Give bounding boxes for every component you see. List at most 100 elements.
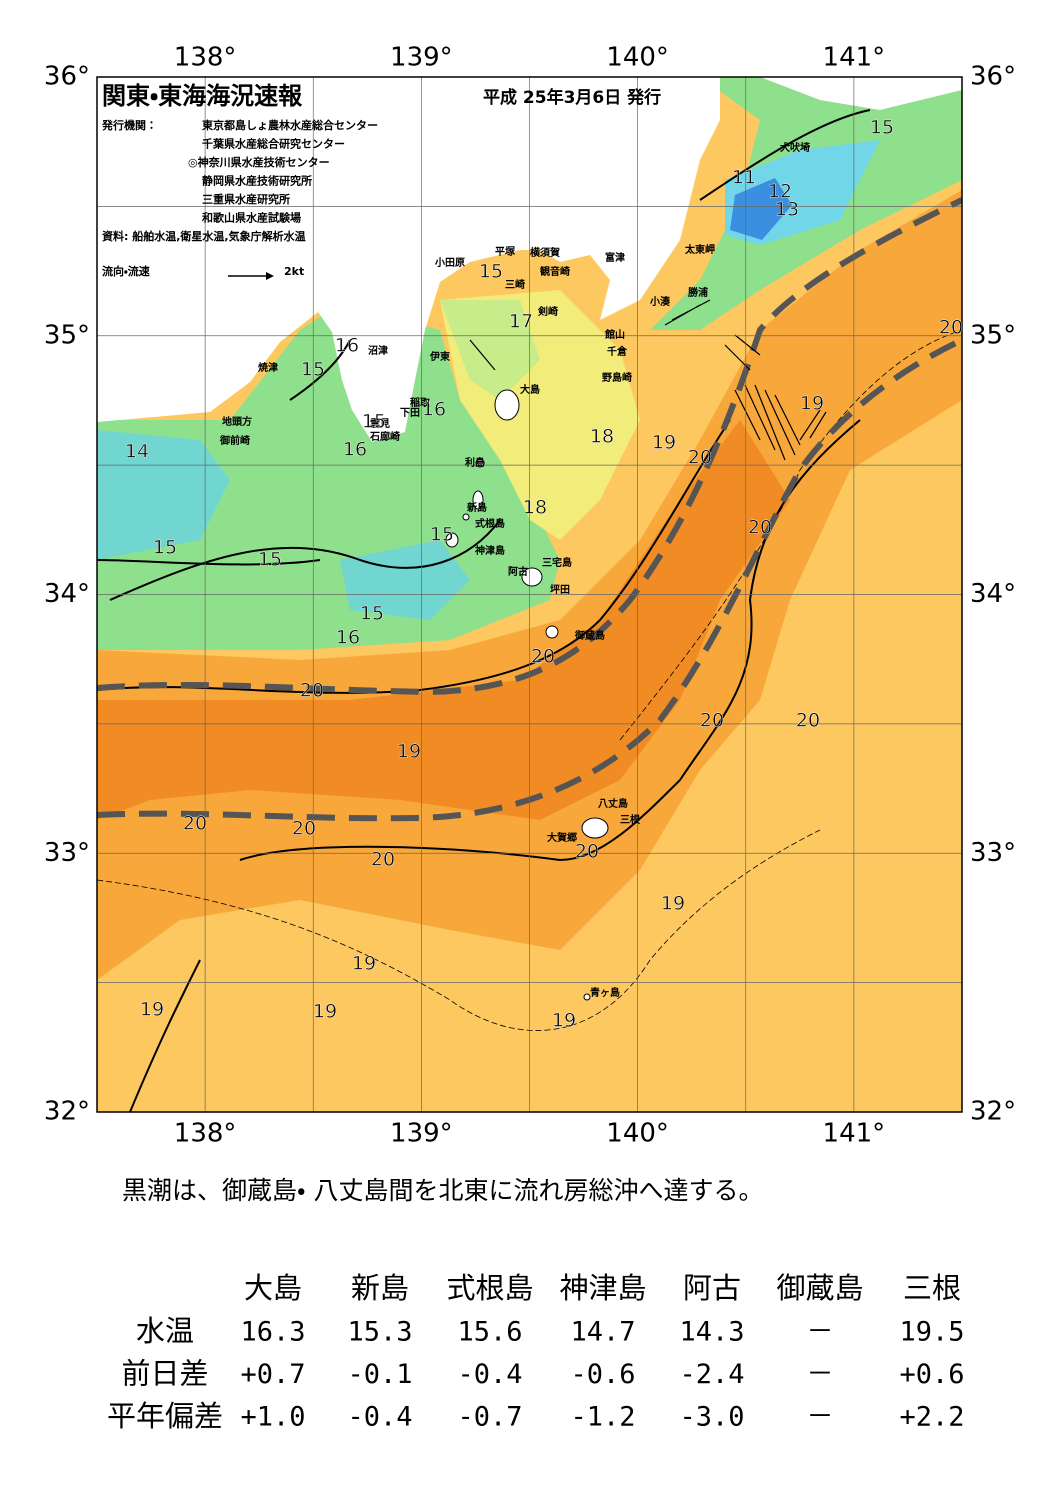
place-name: 館山: [604, 328, 625, 341]
place-name: 三宅島: [542, 556, 572, 569]
table-cell: -0.4: [457, 1359, 522, 1390]
lat-label: 35°: [970, 320, 1016, 350]
isotherm-label: 20: [700, 710, 724, 732]
place-name: 犬吠埼: [780, 141, 810, 154]
place-name: 剣崎: [537, 305, 558, 318]
isotherm-label: 19: [397, 741, 421, 763]
land: [760, 77, 962, 110]
table-cell: -1.2: [570, 1402, 635, 1433]
isotherm-label: 20: [371, 849, 395, 871]
table-cell: -0.7: [457, 1402, 522, 1433]
table-cell: －: [807, 1359, 834, 1390]
lat-label: 33°: [970, 838, 1016, 868]
isotherm-label: 20: [531, 646, 555, 668]
place-name: 八丈島: [598, 797, 628, 810]
isotherm: [289, 339, 351, 401]
place-name: 太東岬: [684, 243, 715, 256]
isotherm-label: 15: [870, 117, 894, 139]
place-name: 下田: [400, 407, 420, 419]
isotherm-label: 20: [183, 813, 207, 835]
place-name: 御蔵島: [574, 629, 605, 642]
place-name: 三崎: [505, 278, 525, 291]
place-name: 小湊: [649, 295, 671, 308]
isotherm-label: 15: [479, 261, 503, 283]
table-header: 御蔵島: [776, 1271, 863, 1305]
map: [97, 77, 962, 1112]
place-name: 大島: [520, 383, 540, 396]
place-name: 青ヶ島: [590, 986, 620, 999]
isotherm-label: 19: [140, 999, 164, 1021]
lon-label: 141°: [823, 1119, 886, 1149]
lon-label: 140°: [606, 1119, 669, 1149]
isotherm: [97, 559, 321, 566]
place-name: 小田原: [434, 256, 465, 269]
isotherm-label: 18: [590, 426, 614, 448]
isotherm-label: 20: [575, 841, 599, 863]
place-name: 地頭方: [222, 415, 252, 428]
table-cell: -0.1: [347, 1359, 412, 1390]
isotherm-label: 15: [362, 411, 386, 433]
island: [581, 817, 609, 839]
row-label: 前日差: [121, 1357, 208, 1391]
current-arrows: [469, 299, 827, 461]
lat-label: 34°: [970, 579, 1016, 609]
table-header: 神津島: [559, 1271, 646, 1305]
issuer-label: 発行機関：: [101, 118, 157, 132]
isotherm: [97, 419, 731, 694]
island: [583, 993, 591, 1001]
isotherm-label: 16: [343, 439, 367, 461]
place-name: 三根: [620, 813, 641, 826]
isotherm-label: 20: [292, 818, 316, 840]
table-cell: +2.2: [899, 1402, 964, 1433]
table-cell: 19.5: [899, 1317, 964, 1348]
place-name: 沼津: [368, 344, 388, 357]
issuer: 東京都島しょ農林水産総合センター: [202, 118, 378, 132]
isotherm-label: 19: [652, 432, 676, 454]
island: [494, 389, 520, 421]
isotherm: [699, 109, 871, 201]
current-scale: 2kt: [284, 265, 304, 278]
isotherm-label: 20: [748, 517, 772, 539]
kuroshio-path: [97, 197, 962, 696]
isotherm-label: 16: [335, 335, 359, 357]
current-arrow: [724, 334, 801, 461]
isotherm-label: 11: [732, 167, 756, 189]
lat-label: 32°: [970, 1097, 1016, 1127]
table-cell: -3.0: [679, 1402, 744, 1433]
isotherm-label: 15: [360, 603, 384, 625]
issue-date: 平成 25年3月6日 発行: [483, 87, 661, 108]
isotherm-label: 19: [552, 1010, 576, 1032]
issuer: 三重県水産研究所: [202, 192, 290, 206]
isotherm-label: 13: [775, 199, 799, 221]
graticule: [97, 77, 962, 1112]
issuer: 静岡県水産技術研究所: [202, 174, 312, 188]
place-name: 勝浦: [688, 286, 708, 299]
caption: 黒潮は、御蔵島・ 八丈島間を北東に流れ房総沖へ達する。: [122, 1176, 763, 1205]
place-name: 焼津: [258, 361, 278, 374]
place-name: 雲見: [370, 418, 390, 430]
issuer: 和歌山県水産試験場: [202, 211, 301, 225]
source: 資料: 船舶水温,衛星水温,気象庁解析水温: [102, 229, 306, 243]
lon-label: 139°: [390, 43, 453, 73]
kuroshio-core: [97, 420, 790, 820]
lat-label: 32°: [44, 1097, 90, 1127]
table-cell: －: [807, 1402, 834, 1433]
kuroshio-axis: [97, 197, 962, 822]
table-cell: 16.3: [240, 1317, 305, 1348]
place-name: 平塚: [495, 245, 516, 258]
table-cell: 15.3: [347, 1317, 412, 1348]
lon-label: 141°: [823, 43, 886, 73]
isotherm-label: 17: [509, 311, 533, 333]
place-name: 稲取: [410, 396, 431, 409]
place-name: 大賀郷: [547, 831, 577, 844]
isobath: [97, 829, 821, 1031]
lat-label: 35°: [44, 320, 90, 350]
lon-label: 139°: [390, 1119, 453, 1149]
issuer: ◎神奈川県水産技術センター: [188, 155, 330, 169]
table-header: 大島: [244, 1271, 302, 1305]
isotherm-label: 15: [258, 549, 282, 571]
isotherm-label: 15: [430, 524, 454, 546]
place-name: 観音崎: [540, 265, 570, 278]
table-header: 阿古: [683, 1271, 741, 1305]
